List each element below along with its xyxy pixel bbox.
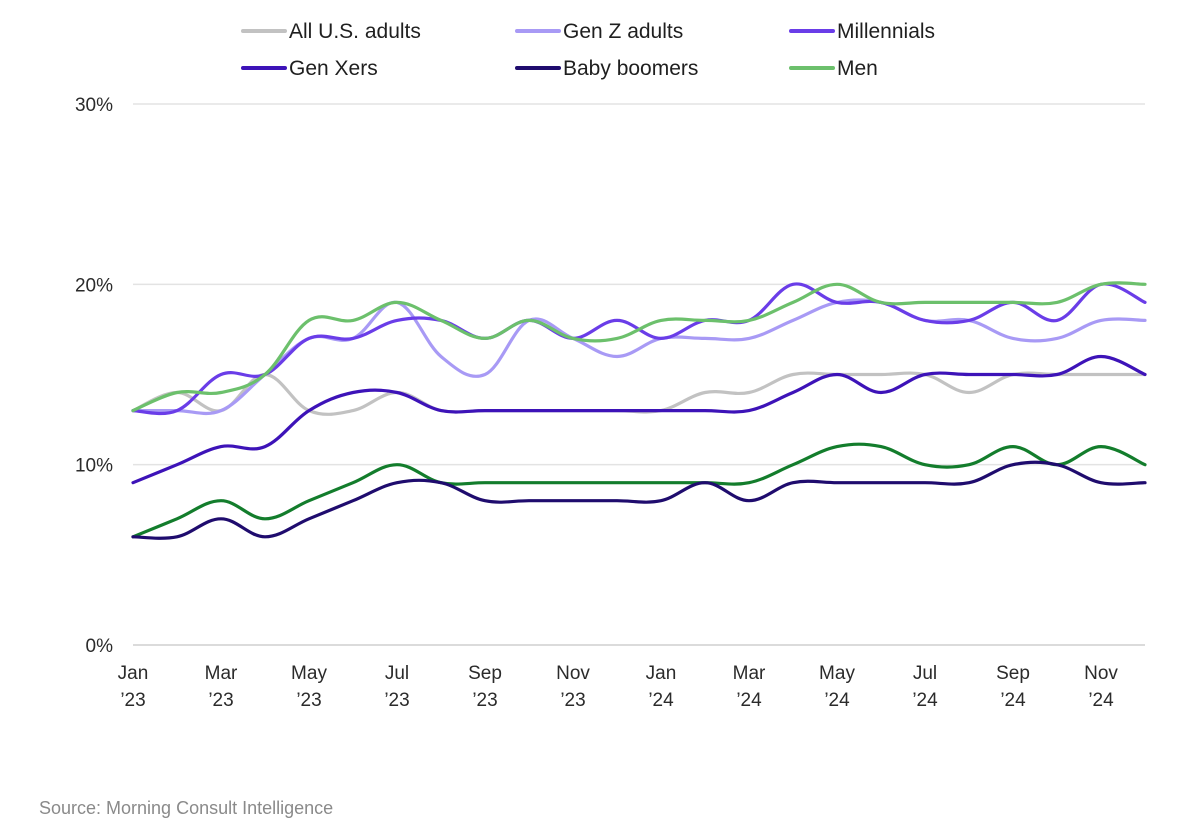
x-tick-label: Mar (733, 663, 766, 684)
x-tick-label-year: ’23 (560, 690, 585, 711)
y-tick-label: 30% (75, 95, 113, 116)
y-tick-label: 0% (86, 636, 114, 657)
legend-label-millennials: Millennials (837, 20, 935, 43)
y-tick-label: 10% (75, 456, 113, 477)
x-tick-label-year: ’24 (648, 690, 674, 711)
legend-label-gen-xers: Gen Xers (289, 57, 378, 80)
x-tick-label: May (819, 663, 855, 684)
x-tick-label-year: ’24 (1000, 690, 1026, 711)
x-tick-label-year: ’24 (824, 690, 850, 711)
x-tick-label: Jan (646, 663, 677, 684)
x-tick-label: Jan (118, 663, 149, 684)
gridlines (133, 103, 1145, 646)
series-line-baby-boomers (131, 460, 1147, 540)
series-line-all-u-s-adults (131, 371, 1147, 416)
series-line-gen-xers (131, 354, 1147, 485)
legend-label-all-u-s-adults: All U.S. adults (289, 20, 421, 43)
x-tick-label-year: ’23 (384, 690, 409, 711)
x-tick-label: Sep (468, 663, 502, 684)
x-tick-label: May (291, 663, 327, 684)
x-tick-label-year: ’23 (472, 690, 497, 711)
source-note: Source: Morning Consult Intelligence (39, 798, 334, 818)
x-tick-label-year: ’24 (1088, 690, 1114, 711)
x-tick-label-year: ’24 (912, 690, 938, 711)
x-tick-label-year: ’23 (208, 690, 233, 711)
legend-label-men: Men (837, 57, 878, 80)
x-tick-label-year: ’23 (120, 690, 145, 711)
x-tick-label: Mar (205, 663, 238, 684)
x-tick-label: Sep (996, 663, 1030, 684)
legend: All U.S. adults Gen Z adults Millennials Ge… (241, 20, 935, 80)
series-line-men (131, 281, 1147, 413)
legend-label-gen-z-adults: Gen Z adults (563, 20, 683, 43)
y-tick-label: 20% (75, 275, 113, 296)
y-axis: 0% 10% 20% 30% (75, 95, 113, 657)
legend-label-baby-boomers: Baby boomers (563, 57, 698, 80)
x-axis: Jan ’23 Mar ’23 May ’23 Jul ’23 Sep ’23 Nov ’23 Jan ’… (118, 663, 1119, 711)
series-lines (131, 281, 1147, 540)
series-line-series-6 (131, 442, 1147, 539)
series-line-millennials (131, 282, 1147, 416)
x-tick-label: Nov (556, 663, 590, 684)
x-tick-label: Jul (385, 663, 409, 684)
x-tick-label: Nov (1084, 663, 1118, 684)
x-tick-label-year: ’23 (296, 690, 321, 711)
x-tick-label: Jul (913, 663, 937, 684)
x-tick-label-year: ’24 (736, 690, 762, 711)
